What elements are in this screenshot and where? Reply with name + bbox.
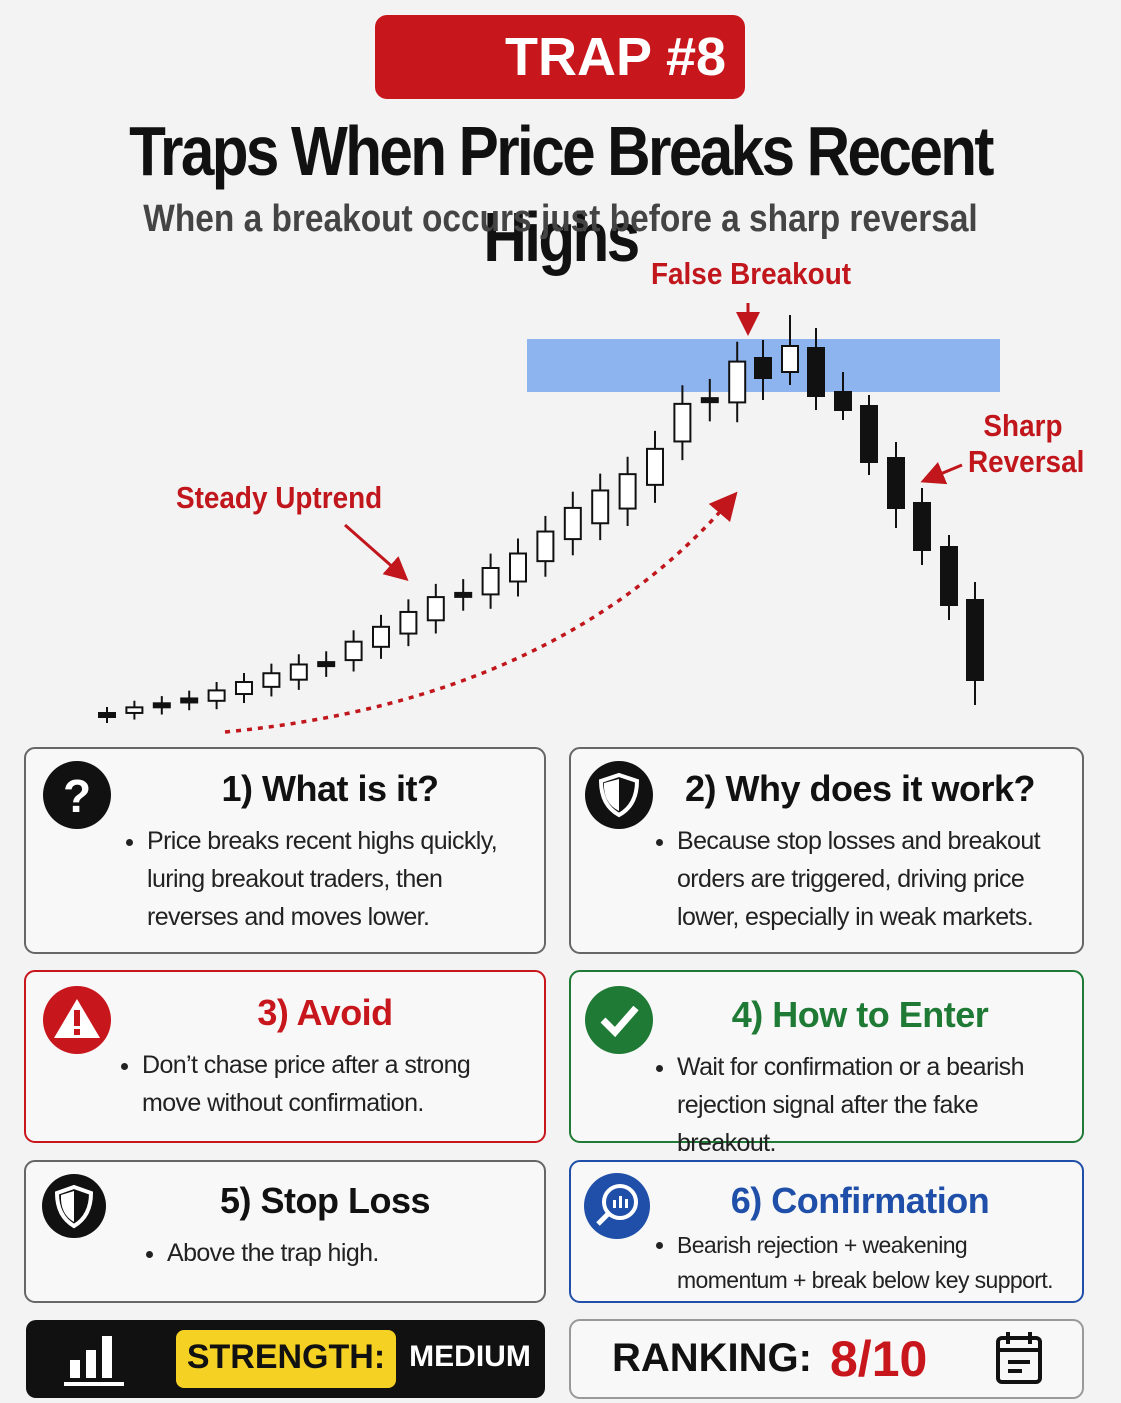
candle bbox=[646, 447, 664, 486]
dashed-arrow bbox=[224, 491, 738, 734]
candle bbox=[781, 345, 799, 373]
bullet: Don’t chase price after a strong move wi… bbox=[142, 1046, 530, 1122]
candle bbox=[591, 489, 610, 525]
candle bbox=[262, 672, 281, 688]
candle bbox=[860, 405, 878, 463]
candle bbox=[426, 596, 445, 622]
candle bbox=[509, 552, 527, 583]
card bbox=[24, 1160, 546, 1303]
candle bbox=[834, 391, 852, 411]
candle bbox=[618, 473, 637, 510]
candle bbox=[728, 360, 747, 404]
candle bbox=[180, 697, 199, 704]
icon-shield bbox=[42, 1174, 106, 1238]
bullet: Bearish rejection + weakening momentum +… bbox=[677, 1228, 1065, 1298]
svg-text:?: ? bbox=[63, 770, 91, 822]
subtitle: When a breakout occurs just before a sha… bbox=[143, 198, 978, 240]
card-text: 2) Why does it work? Because stop losses … bbox=[655, 768, 1065, 936]
candle bbox=[536, 530, 555, 563]
heading: 5) Stop Loss bbox=[219, 1180, 431, 1221]
icon-warning bbox=[43, 986, 111, 1054]
heading: 2) Why does it work? bbox=[684, 768, 1036, 809]
candle bbox=[700, 397, 719, 404]
candle bbox=[754, 357, 772, 379]
card bbox=[569, 1160, 1084, 1303]
icon-question: ? bbox=[43, 761, 111, 829]
bullet: Above the trap high. bbox=[167, 1234, 505, 1272]
icon-check bbox=[585, 986, 653, 1054]
candle bbox=[940, 546, 958, 606]
annotation: False Breakout bbox=[651, 256, 852, 291]
candle bbox=[913, 502, 931, 551]
card-text: 6) Confirmation Bearish rejection + weake… bbox=[655, 1180, 1065, 1298]
bullet: Wait for confirmation or a bearish rejec… bbox=[677, 1048, 1065, 1162]
ranking-value: 8/10 bbox=[830, 1331, 928, 1387]
candle bbox=[399, 610, 418, 635]
heading: 4) How to Enter bbox=[731, 994, 989, 1035]
candle bbox=[235, 681, 253, 696]
strength-label: STRENGTH: bbox=[186, 1338, 386, 1376]
candle bbox=[966, 599, 984, 681]
candle bbox=[673, 402, 692, 443]
card bbox=[24, 747, 546, 954]
candle bbox=[807, 347, 825, 397]
card-text: 1) What is it? Price breaks recent highs … bbox=[125, 768, 535, 936]
candle bbox=[317, 661, 336, 668]
heading: 3) Avoid bbox=[257, 992, 393, 1033]
card bbox=[569, 747, 1084, 954]
arrow bbox=[920, 462, 963, 485]
candle bbox=[98, 712, 116, 718]
annotation: Sharp Reversal bbox=[968, 408, 1085, 479]
icon-magnifier bbox=[584, 1173, 650, 1239]
badge: TRAP #8 bbox=[375, 15, 745, 99]
candle bbox=[289, 663, 308, 681]
strength-value: MEDIUM bbox=[409, 1340, 531, 1373]
icon-calendar bbox=[996, 1332, 1042, 1384]
candle bbox=[344, 640, 363, 662]
heading: 1) What is it? bbox=[221, 768, 440, 809]
candle bbox=[887, 457, 905, 509]
icon-bars bbox=[64, 1336, 124, 1386]
card-text: 4) How to Enter Wait for confirmation or … bbox=[655, 994, 1065, 1162]
heading: 6) Confirmation bbox=[730, 1180, 990, 1221]
icon-shield bbox=[585, 761, 653, 829]
candle bbox=[152, 702, 171, 709]
title: Traps When Price Breaks Recent Highs bbox=[129, 112, 994, 276]
candle bbox=[454, 591, 473, 598]
bullet: Price breaks recent highs quickly, lurin… bbox=[147, 822, 535, 936]
candles bbox=[98, 315, 984, 723]
candle bbox=[372, 625, 390, 648]
candle bbox=[125, 706, 144, 714]
candle bbox=[563, 506, 582, 541]
ranking-bar bbox=[569, 1319, 1084, 1399]
candle bbox=[207, 689, 226, 702]
card-text: 3) Avoid Don’t chase price after a strong… bbox=[120, 992, 530, 1122]
candle bbox=[481, 567, 500, 596]
bullet: Because stop losses and breakout orders … bbox=[677, 822, 1065, 936]
arrow bbox=[344, 523, 409, 581]
ranking-label: RANKING: bbox=[612, 1336, 812, 1380]
annotation: Steady Uptrend bbox=[176, 480, 383, 515]
card-text: 5) Stop Loss Above the trap high. bbox=[145, 1180, 505, 1272]
card bbox=[24, 970, 546, 1143]
card bbox=[569, 970, 1084, 1143]
